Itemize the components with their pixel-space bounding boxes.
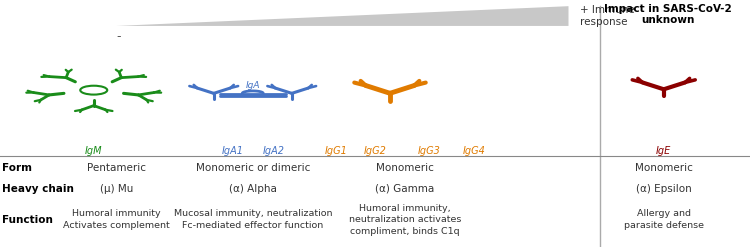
Text: IgG4: IgG4 [463,146,485,156]
Text: (α) Gamma: (α) Gamma [375,184,435,194]
Text: + Immune
response: + Immune response [580,5,634,26]
Text: IgG1: IgG1 [325,146,347,156]
Text: (α) Epsilon: (α) Epsilon [636,184,692,194]
Text: IgG2: IgG2 [364,146,386,156]
Text: (α) Alpha: (α) Alpha [229,184,277,194]
Text: IgM: IgM [85,146,103,156]
Text: Monomeric or dimeric: Monomeric or dimeric [196,164,310,173]
Text: Heavy chain: Heavy chain [2,184,74,194]
Polygon shape [116,6,568,26]
Text: IgA1: IgA1 [221,146,244,156]
Text: (μ) Mu: (μ) Mu [100,184,133,194]
Text: Monomeric: Monomeric [634,164,693,173]
Text: Monomeric: Monomeric [376,164,434,173]
Text: Mucosal immunity, neutralization
Fc-mediated effector function: Mucosal immunity, neutralization Fc-medi… [173,209,332,230]
Text: -: - [116,30,121,43]
Text: Humoral immunity,
neutralization activates
compliment, binds C1q: Humoral immunity, neutralization activat… [349,204,461,236]
Text: IgE: IgE [656,146,671,156]
Text: Humoral immunity
Activates complement: Humoral immunity Activates complement [63,209,170,230]
Text: IgA2: IgA2 [262,146,285,156]
Text: Pentameric: Pentameric [87,164,146,173]
Text: Allergy and
parasite defense: Allergy and parasite defense [624,209,704,230]
Text: Impact in SARS-CoV-2
unknown: Impact in SARS-CoV-2 unknown [604,4,731,25]
Text: Form: Form [2,164,32,173]
Text: Function: Function [2,215,53,225]
Text: IgA: IgA [245,81,260,90]
Text: IgG3: IgG3 [418,146,440,156]
